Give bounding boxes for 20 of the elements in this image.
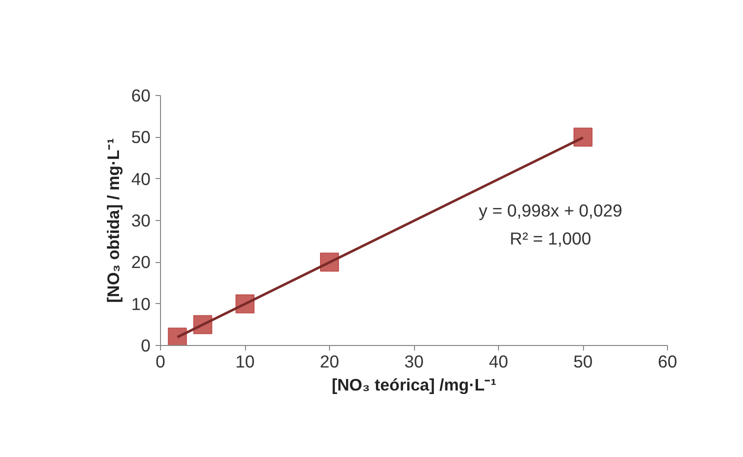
y-axis-title: [NO₃ obtida] / mg·L⁻¹ [104,138,124,303]
x-tick-label: 40 [488,352,508,372]
y-tick-label: 20 [131,252,151,272]
x-tick-label: 0 [156,352,166,372]
annotation: R² = 1,000 [510,228,592,248]
y-tick-label: 10 [131,294,151,314]
annotation: y = 0,998x + 0,029 [478,200,622,220]
x-tick-label: 10 [235,352,255,372]
x-tick-label: 20 [320,352,340,372]
y-tick-label: 50 [131,127,151,148]
x-tick-label: 30 [404,352,424,372]
point [168,328,187,346]
y-tick-label: 30 [131,210,151,230]
x-tick-label: 50 [573,352,593,372]
y-tick-label: 60 [131,86,151,106]
x-tick-label: 60 [658,352,678,372]
y-tick-label: 0 [140,336,151,356]
point [574,128,592,147]
x-axis-title: [NO₃ teórica] /mg·L⁻¹ [332,376,497,394]
y-tick-label: 40 [131,168,151,189]
